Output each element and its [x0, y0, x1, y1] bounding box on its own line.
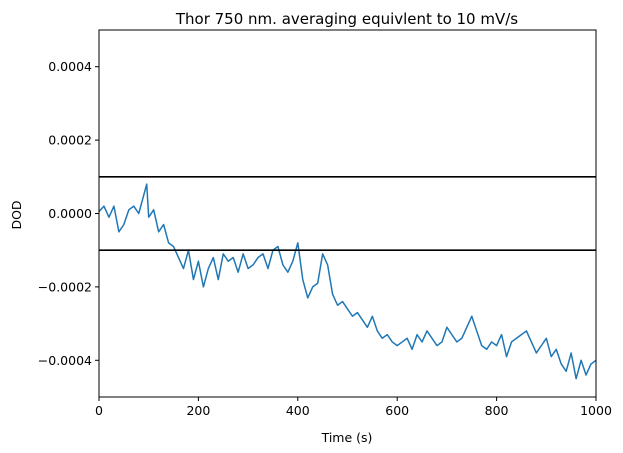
- x-tick-label: 0: [95, 403, 103, 418]
- x-axis-ticks: 0 200 400 600 800 1000: [95, 397, 612, 418]
- y-tick-label: 0.0004: [48, 59, 92, 74]
- plot-frame: [98, 29, 597, 398]
- x-tick-label: 400: [286, 403, 310, 418]
- y-tick-label: 0.0000: [48, 206, 92, 221]
- x-tick-label: 800: [485, 403, 509, 418]
- x-tick-label: 200: [186, 403, 210, 418]
- x-axis-label: Time (s): [321, 430, 373, 445]
- chart-title: Thor 750 nm. averaging equivlent to 10 m…: [175, 10, 518, 28]
- y-axis-ticks: 0.0004 0.0002 0.0000 −0.0002 −0.0004: [38, 59, 99, 368]
- plot-area: [98, 176, 597, 380]
- y-tick-label: −0.0002: [38, 279, 92, 294]
- y-axis-label: DOD: [9, 200, 24, 229]
- y-tick-label: −0.0004: [38, 353, 92, 368]
- y-tick-label: 0.0002: [48, 133, 92, 148]
- x-tick-label: 600: [385, 403, 409, 418]
- x-tick-label: 1000: [580, 403, 612, 418]
- series-line-0: [98, 183, 597, 380]
